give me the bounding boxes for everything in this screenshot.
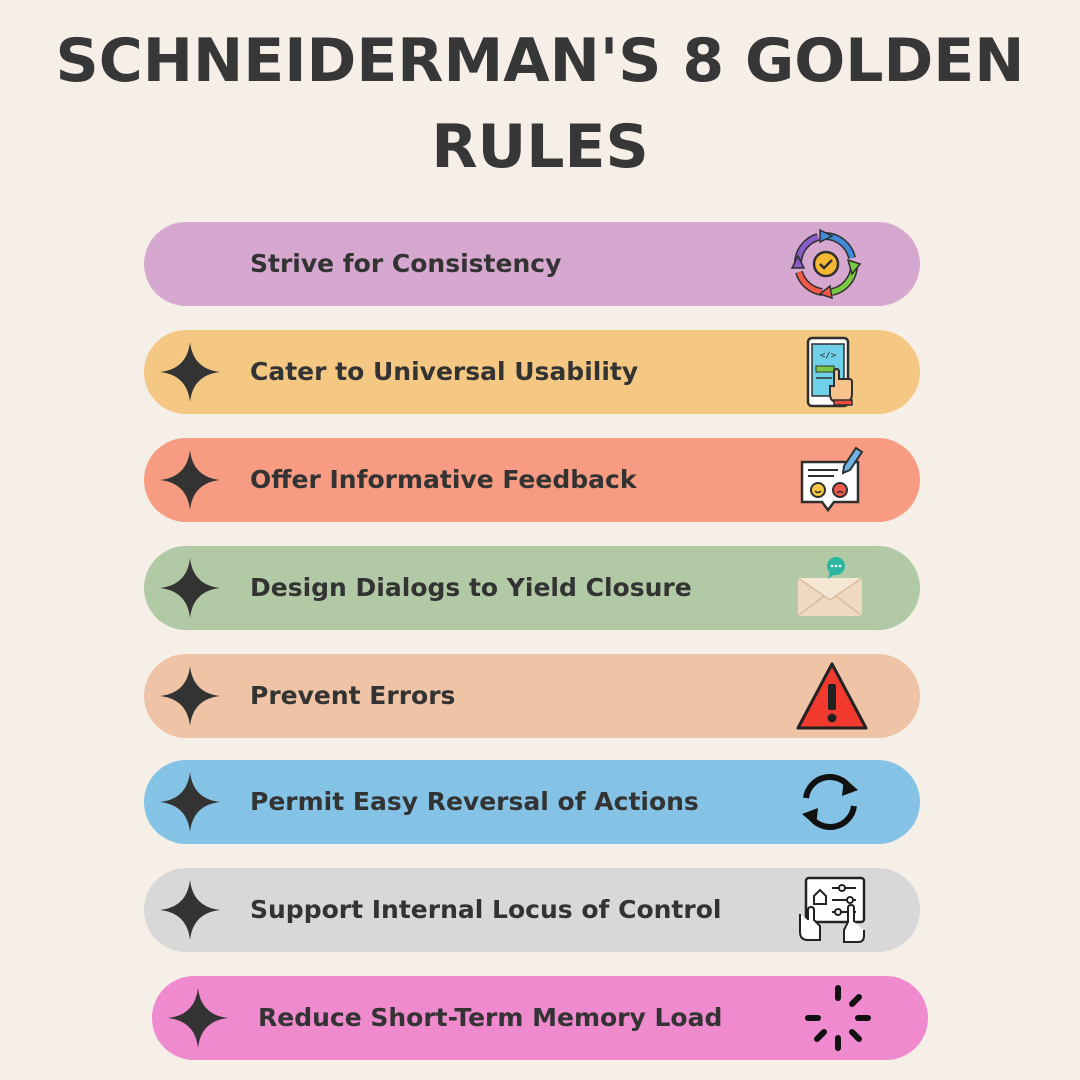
rule-label: Offer Informative Feedback	[250, 465, 637, 494]
four-point-star-icon	[160, 772, 220, 832]
rule-row-memory-load: Reduce Short-Term Memory Load	[152, 976, 928, 1060]
control-panel-icon	[799, 876, 866, 943]
title-line-2: RULES	[431, 112, 649, 182]
refresh-icon	[802, 773, 858, 831]
cycle-arrows-icon	[790, 228, 862, 300]
four-point-star-icon	[160, 666, 220, 726]
rule-row-universal-usability: Cater to Universal Usability </>	[144, 330, 920, 414]
rule-row-feedback: Offer Informative Feedback	[144, 438, 920, 522]
rule-row-reversal: Permit Easy Reversal of Actions	[144, 760, 920, 844]
rule-label: Cater to Universal Usability	[250, 357, 639, 386]
rule-row-prevent-errors: Prevent Errors	[144, 654, 920, 738]
title-line-1: SCHNEIDERMAN'S 8 GOLDEN	[55, 26, 1025, 96]
warning-triangle-icon	[796, 662, 868, 730]
rule-row-locus-of-control: Support Internal Locus of Control	[144, 868, 920, 952]
rule-row-closure: Design Dialogs to Yield Closure	[144, 546, 920, 630]
rule-label: Prevent Errors	[250, 681, 456, 710]
rule-label: Permit Easy Reversal of Actions	[250, 787, 699, 816]
four-point-star-icon	[160, 880, 220, 940]
loading-spinner-icon	[805, 985, 871, 1051]
four-point-star-icon	[160, 342, 220, 402]
page-title: SCHNEIDERMAN'S 8 GOLDEN RULES	[0, 18, 1080, 190]
four-point-star-icon	[160, 558, 220, 618]
envelope-message-icon	[797, 557, 863, 617]
rule-label: Reduce Short-Term Memory Load	[258, 1003, 723, 1032]
svg-text:</>: </>	[820, 351, 837, 361]
four-point-star-icon	[168, 988, 228, 1048]
rule-row-consistency: Strive for Consistency	[144, 222, 920, 306]
rule-label: Design Dialogs to Yield Closure	[250, 573, 692, 602]
rule-label: Support Internal Locus of Control	[250, 895, 722, 924]
tablet-touch-icon: </>	[806, 336, 853, 408]
feedback-icon	[800, 446, 864, 513]
rule-label: Strive for Consistency	[250, 249, 562, 278]
four-point-star-icon	[160, 450, 220, 510]
